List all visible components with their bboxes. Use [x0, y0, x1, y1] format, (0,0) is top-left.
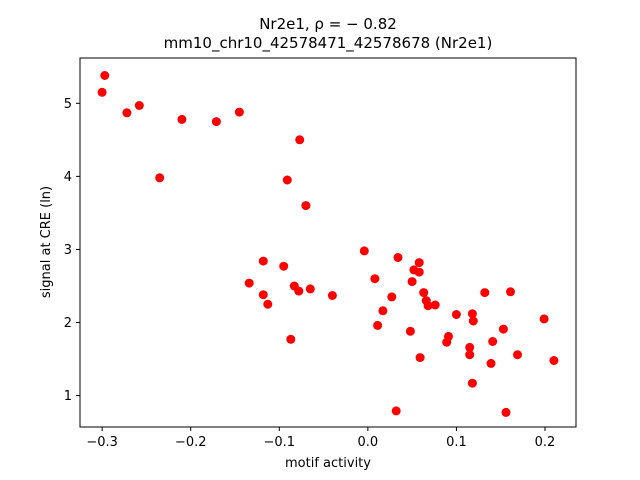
data-point	[134, 101, 144, 110]
data-point	[407, 277, 417, 287]
data-point	[97, 87, 107, 97]
data-point	[155, 173, 165, 183]
data-point	[100, 71, 110, 80]
x-tick-label: 0.2	[535, 435, 556, 450]
data-point	[294, 286, 304, 296]
data-point	[327, 291, 337, 300]
data-point	[301, 201, 311, 211]
data-point	[244, 278, 254, 288]
data-point	[387, 292, 397, 302]
data-point	[467, 309, 477, 319]
data-point	[415, 353, 425, 363]
data-point	[465, 342, 475, 352]
data-point	[451, 310, 461, 319]
data-point	[393, 253, 403, 262]
data-point	[305, 284, 315, 294]
data-point	[373, 320, 383, 330]
data-point	[465, 350, 475, 360]
y-tick-label: 3	[64, 243, 72, 258]
data-point	[468, 316, 478, 326]
y-tick-label: 4	[64, 170, 72, 185]
data-point	[549, 356, 559, 365]
data-point	[498, 324, 508, 334]
data-point	[513, 350, 522, 360]
data-points	[97, 71, 559, 417]
data-point	[370, 274, 380, 284]
data-point	[295, 135, 305, 145]
data-point	[430, 300, 440, 310]
x-axis-label: motif activity	[285, 456, 371, 471]
data-point	[480, 288, 490, 298]
chart-title: Nr2e1, ρ = − 0.82	[259, 15, 397, 33]
data-point	[258, 290, 268, 300]
data-point	[258, 256, 268, 266]
data-point	[211, 117, 221, 127]
data-point	[506, 287, 515, 297]
x-axis: −0.3 −0.2 −0.1 0.0 0.1 0.2	[86, 427, 555, 450]
x-tick-label: −0.1	[263, 435, 295, 450]
data-point	[423, 301, 433, 311]
data-point	[263, 299, 273, 309]
data-point	[359, 246, 369, 256]
data-point	[414, 267, 424, 277]
data-point	[501, 407, 511, 417]
data-point	[442, 337, 452, 347]
data-point	[539, 314, 549, 324]
data-point	[486, 358, 496, 368]
data-point	[467, 378, 477, 388]
data-point	[234, 107, 244, 117]
data-point	[279, 261, 289, 271]
y-tick-label: 1	[64, 389, 72, 404]
y-tick-label: 5	[64, 97, 72, 112]
y-tick-label: 2	[64, 316, 72, 331]
x-tick-label: 0.1	[446, 435, 467, 450]
data-point	[414, 258, 424, 268]
plot-frame	[79, 57, 577, 428]
data-point	[177, 114, 187, 124]
x-tick-label: −0.3	[86, 435, 118, 450]
data-point	[405, 326, 415, 336]
data-point	[419, 288, 429, 298]
chart-subtitle: mm10_chr10_42578471_42578678 (Nr2e1)	[164, 34, 493, 53]
x-tick-label: 0.0	[358, 435, 379, 450]
data-point	[122, 108, 132, 118]
data-point	[378, 306, 388, 316]
data-point	[282, 175, 292, 185]
data-point	[286, 334, 296, 344]
y-axis: 1 2 3 4 5	[64, 97, 80, 404]
y-axis-label: signal at CRE (ln)	[39, 186, 54, 298]
x-tick-label: −0.2	[175, 435, 207, 450]
data-point	[391, 406, 401, 416]
data-point	[488, 337, 498, 346]
